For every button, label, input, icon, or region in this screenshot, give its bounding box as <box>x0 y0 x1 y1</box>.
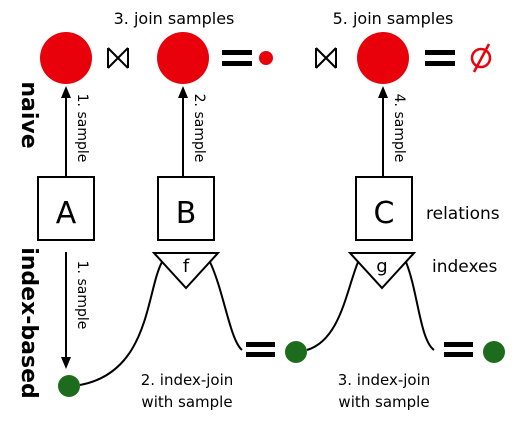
index-join-g-curve-out <box>405 261 435 351</box>
equals-icon <box>444 342 473 357</box>
small-join-result-circle <box>259 51 273 65</box>
join-icon <box>107 47 129 69</box>
join-samples-5-label: 5. join samples <box>333 9 454 28</box>
index-f-triangle: f <box>151 252 221 290</box>
sample-a-circle <box>40 32 92 84</box>
equals-icon <box>246 342 275 357</box>
relation-a-box: A <box>37 176 95 241</box>
index-join-result-1-circle <box>285 341 307 363</box>
index-join-2-label-line2: with sample <box>141 393 232 411</box>
relation-a-label: A <box>56 196 77 231</box>
index-f-label: f <box>183 256 190 277</box>
naive-side-label: naive <box>16 81 41 148</box>
sample-2-label: 2. sample <box>191 94 207 163</box>
index-sample-a-circle <box>58 375 80 397</box>
index-join-f-curve <box>79 261 163 386</box>
index-join-3-label-line2: with sample <box>338 393 429 411</box>
sample-arrow-a-up <box>61 86 71 177</box>
index-join-result-2-circle <box>483 341 505 363</box>
sample-arrow-a-down <box>61 252 71 369</box>
relation-c-label: C <box>374 196 395 231</box>
index-g-label: g <box>376 256 387 277</box>
empty-set-icon <box>470 43 492 73</box>
sample-1-top-label: 1. sample <box>74 94 90 163</box>
relations-label: relations <box>426 204 500 224</box>
index-join-2-label-line1: 2. index-join <box>141 371 234 389</box>
index-join-3-label-line1: 3. index-join <box>338 371 431 389</box>
index-join-g-curve <box>306 261 359 351</box>
sample-c-circle <box>357 32 409 84</box>
join-samples-3-label: 3. join samples <box>114 9 235 28</box>
sample-b-circle <box>157 32 209 84</box>
equals-icon <box>425 50 455 66</box>
sample-arrow-b-up <box>178 86 188 177</box>
equals-icon <box>222 50 252 66</box>
relation-c-box: C <box>355 176 413 241</box>
index-g-triangle: g <box>347 252 417 290</box>
index-join-f-curve-out <box>209 261 243 351</box>
relation-b-box: B <box>157 176 215 241</box>
relation-b-label: B <box>176 196 197 231</box>
join-icon <box>315 47 337 69</box>
sample-1-bottom-label: 1. sample <box>74 261 90 330</box>
sample-arrow-c-up <box>378 86 388 177</box>
indexes-label: indexes <box>432 257 497 277</box>
sample-4-label: 4. sample <box>391 94 407 163</box>
index-based-side-label: index-based <box>16 247 41 399</box>
